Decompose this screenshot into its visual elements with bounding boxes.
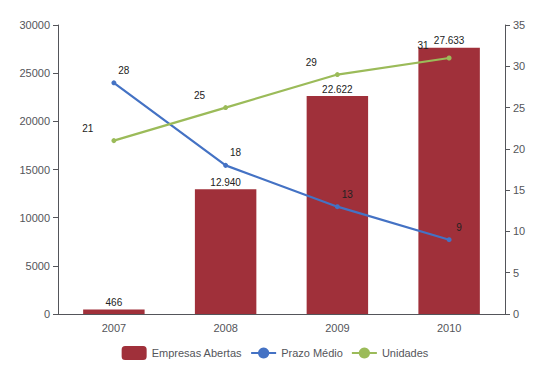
svg-text:0: 0 (513, 308, 519, 320)
svg-text:30000: 30000 (19, 19, 50, 31)
svg-text:25: 25 (194, 90, 206, 101)
svg-text:5: 5 (513, 267, 519, 279)
svg-text:25: 25 (513, 102, 525, 114)
svg-text:30: 30 (513, 60, 525, 72)
svg-text:28: 28 (118, 65, 130, 76)
svg-text:15: 15 (513, 184, 525, 196)
svg-text:22.622: 22.622 (322, 84, 353, 95)
svg-text:35: 35 (513, 19, 525, 31)
svg-text:2008: 2008 (213, 322, 237, 334)
svg-text:20: 20 (513, 143, 525, 155)
svg-text:31: 31 (418, 40, 430, 51)
svg-text:0: 0 (44, 308, 50, 320)
svg-text:20000: 20000 (19, 115, 50, 127)
svg-text:2010: 2010 (437, 322, 461, 334)
svg-text:12.940: 12.940 (210, 177, 241, 188)
svg-text:Unidades: Unidades (382, 347, 429, 359)
svg-text:Prazo Médio: Prazo Médio (281, 347, 343, 359)
svg-text:466: 466 (106, 297, 123, 308)
svg-text:13: 13 (342, 189, 354, 200)
svg-text:29: 29 (306, 57, 318, 68)
svg-text:Empresas Abertas: Empresas Abertas (152, 347, 242, 359)
svg-text:27.633: 27.633 (434, 35, 465, 46)
svg-text:2007: 2007 (102, 322, 126, 334)
svg-text:18: 18 (230, 147, 242, 158)
svg-text:10: 10 (513, 225, 525, 237)
svg-text:2009: 2009 (325, 322, 349, 334)
svg-text:25000: 25000 (19, 67, 50, 79)
svg-text:21: 21 (82, 123, 94, 134)
svg-text:9: 9 (456, 222, 462, 233)
svg-text:10000: 10000 (19, 212, 50, 224)
svg-text:15000: 15000 (19, 164, 50, 176)
svg-text:5000: 5000 (26, 260, 50, 272)
